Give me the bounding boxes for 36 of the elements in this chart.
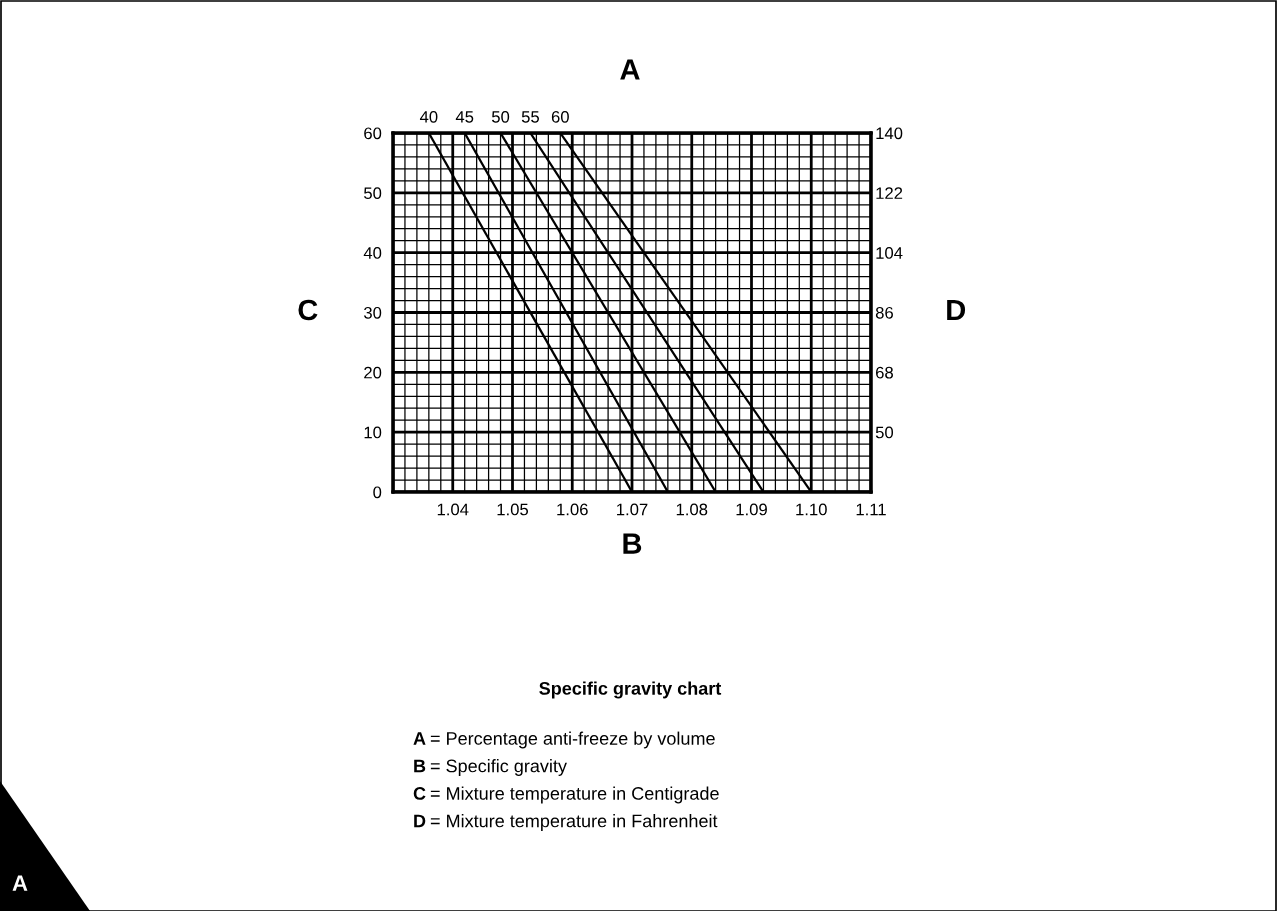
y2-tick-label: 50 xyxy=(875,426,894,439)
x-tick-label: 1.05 xyxy=(497,503,529,516)
y-tick-label: 50 xyxy=(364,187,382,200)
x-tick-label: 1.10 xyxy=(796,503,827,516)
x-tick-label: 1.07 xyxy=(617,503,648,516)
y-tick-label: 30 xyxy=(363,306,382,319)
series-label: 45 xyxy=(455,111,474,123)
y2-tick-label: 104 xyxy=(876,247,903,259)
y-tick-label: 10 xyxy=(364,426,382,439)
x-axis-title: B xyxy=(623,533,642,554)
y-tick-label: 40 xyxy=(363,247,382,259)
text: A xyxy=(620,59,640,80)
y-tick-label: 0 xyxy=(373,486,382,499)
y2-tick-label: 68 xyxy=(876,366,893,379)
y2-tick-label: 140 xyxy=(876,127,903,140)
y2-axis-title: D xyxy=(947,299,966,321)
y2-tick-label: 86 xyxy=(875,306,893,319)
text: A xyxy=(12,875,28,891)
y-tick-label: 60 xyxy=(364,127,382,140)
series-label: 50 xyxy=(491,110,510,123)
x-tick-label: 1.11 xyxy=(856,503,886,516)
y-tick-label: 20 xyxy=(364,366,382,379)
y-axis-title: C xyxy=(298,299,318,321)
series-label: 40 xyxy=(419,110,438,123)
text: A = Percentage anti-freeze by volume xyxy=(413,731,715,749)
text: D = Mixture temperature in Fahrenheit xyxy=(414,814,718,831)
text: Specific gravity chart xyxy=(539,681,722,699)
x-tick-label: 1.09 xyxy=(736,503,767,516)
series-label: 60 xyxy=(551,110,569,123)
text: B = Specific gravity xyxy=(414,759,567,776)
text: C = Mixture temperature in Centigrade xyxy=(413,786,719,804)
x-tick-label: 1.06 xyxy=(557,503,588,516)
x-tick-label: 1.08 xyxy=(676,503,708,516)
series-label: 55 xyxy=(521,111,539,123)
y2-tick-label: 122 xyxy=(876,187,903,199)
x-tick-label: 1.04 xyxy=(437,503,469,516)
